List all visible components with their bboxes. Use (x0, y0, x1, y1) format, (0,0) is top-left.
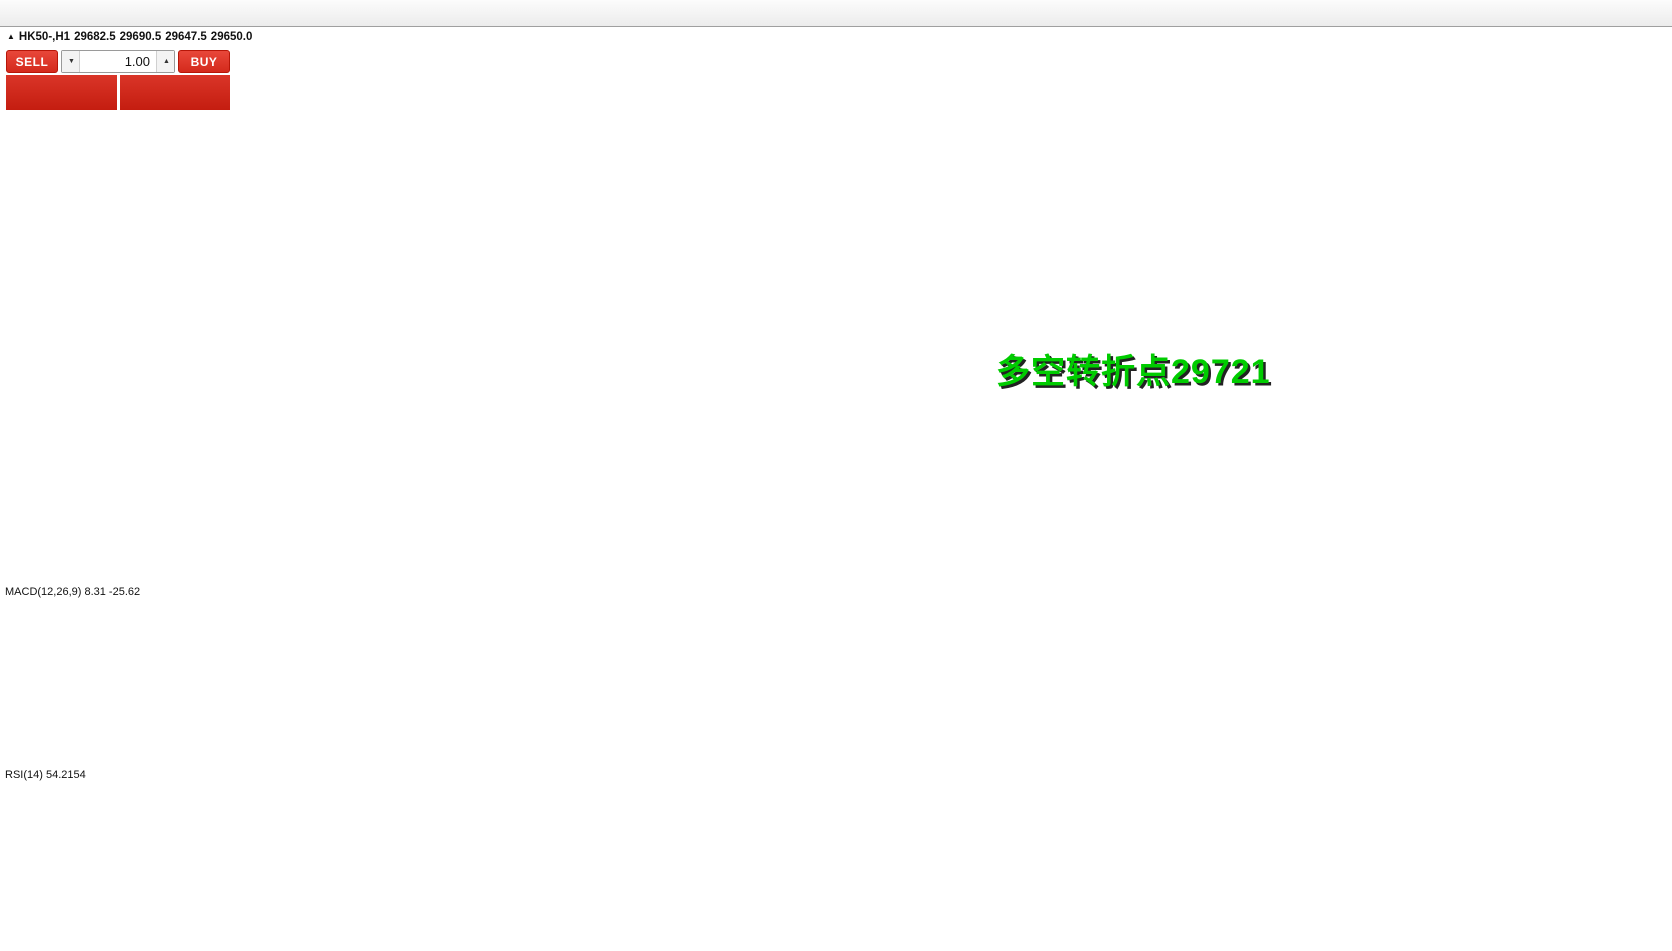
price-close: 29650.0 (210, 31, 253, 43)
buy-button[interactable]: BUY (178, 50, 230, 73)
sell-price[interactable] (6, 75, 117, 110)
volume-increase-button[interactable]: ▲ (156, 51, 174, 72)
sell-button[interactable]: SELL (6, 50, 58, 73)
symbol-period: HK50-,H1 (18, 31, 71, 43)
buy-price[interactable] (119, 75, 230, 110)
one-click-trading-panel: SELL ▼ ▲ BUY (6, 50, 230, 110)
text-annotation[interactable]: 多空转折点29721 (996, 353, 1271, 391)
price-high: 29690.5 (119, 31, 162, 43)
toolbar (0, 0, 1672, 27)
macd-indicator-label: MACD(12,26,9) 8.31 -25.62 (5, 586, 141, 598)
volume-input[interactable] (80, 51, 156, 72)
collapse-arrow-icon[interactable]: ▲ (7, 32, 15, 41)
volume-stepper: ▼ ▲ (61, 50, 175, 73)
rsi-indicator-label: RSI(14) 54.2154 (5, 769, 86, 781)
volume-decrease-button[interactable]: ▼ (62, 51, 80, 72)
price-low: 29647.5 (165, 31, 207, 43)
chart-title: ▲ HK50-,H1 29682.5 29690.5 29647.5 29650.0 (7, 31, 256, 43)
price-open: 29682.5 (74, 31, 116, 43)
